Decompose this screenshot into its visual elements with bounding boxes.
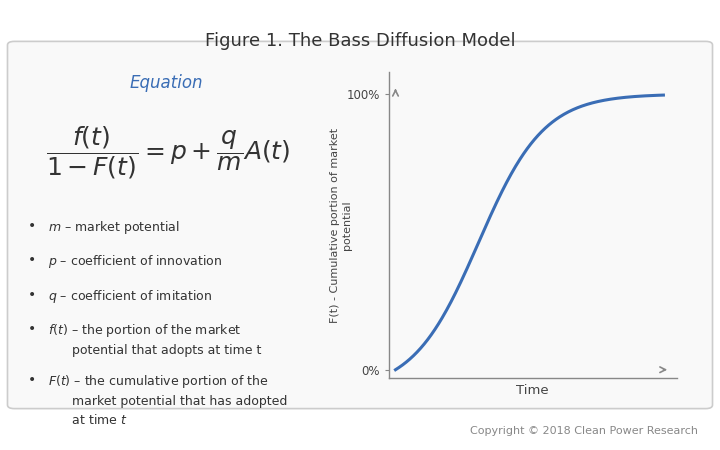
- Text: •: •: [28, 373, 36, 387]
- Text: •: •: [28, 253, 36, 267]
- Text: •: •: [28, 322, 36, 336]
- Text: Representative Curve: Representative Curve: [428, 74, 610, 92]
- Text: •: •: [28, 288, 36, 302]
- Text: Equation: Equation: [130, 74, 203, 92]
- X-axis label: Time: Time: [516, 383, 549, 396]
- FancyBboxPatch shape: [7, 41, 713, 409]
- Text: $q$ – coefficient of imitation: $q$ – coefficient of imitation: [48, 288, 212, 305]
- Text: $p$ – coefficient of innovation: $p$ – coefficient of innovation: [48, 253, 222, 270]
- Text: $m$ – market potential: $m$ – market potential: [48, 219, 179, 236]
- Y-axis label: F(t) - Cumulative portion of market
potential: F(t) - Cumulative portion of market pote…: [330, 127, 351, 323]
- Text: $F(t)$ – the cumulative portion of the
      market potential that has adopted
 : $F(t)$ – the cumulative portion of the m…: [48, 373, 287, 427]
- Text: $\dfrac{f(t)}{1-F(t)} = p + \dfrac{q}{m}A(t)$: $\dfrac{f(t)}{1-F(t)} = p + \dfrac{q}{m}…: [46, 125, 291, 181]
- Text: •: •: [28, 219, 36, 233]
- Text: Figure 1. The Bass Diffusion Model: Figure 1. The Bass Diffusion Model: [204, 32, 516, 50]
- Text: Copyright © 2018 Clean Power Research: Copyright © 2018 Clean Power Research: [470, 427, 698, 436]
- Text: $f(t)$ – the portion of the market
      potential that adopts at time t: $f(t)$ – the portion of the market poten…: [48, 322, 261, 357]
